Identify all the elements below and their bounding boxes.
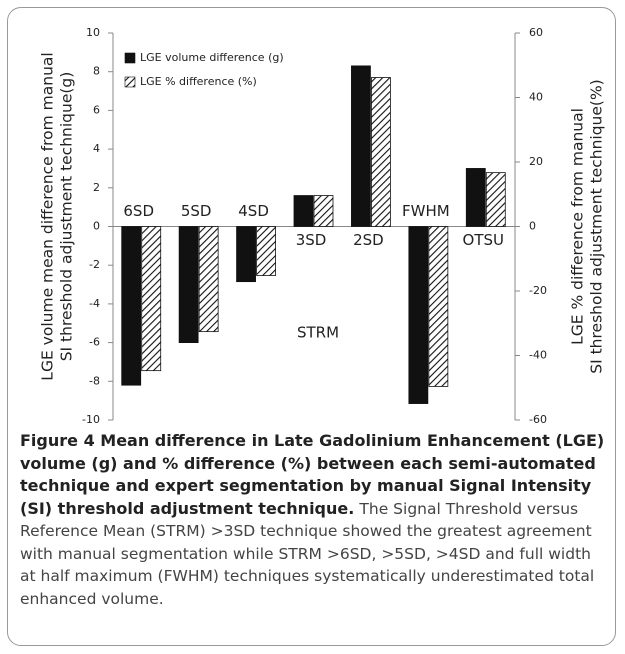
bar [141, 226, 162, 372]
caption: Figure 4 Mean difference in Late Gadolin… [20, 430, 610, 610]
figure-frame [7, 7, 616, 646]
y2-tick-label: 40 [529, 91, 543, 104]
annotation: STRM [297, 324, 339, 342]
y-tick-label: 0 [93, 220, 100, 233]
caption-text: The Signal Threshold versus Reference Me… [20, 499, 595, 608]
y-axis-label: SI threshold adjustment technique(g) [58, 72, 76, 362]
y-tick-label: -6 [89, 336, 100, 349]
y2-tick-label: -20 [529, 284, 547, 297]
bar [293, 195, 314, 227]
y2-tick-label: -60 [529, 413, 547, 426]
y-tick-label: 6 [93, 103, 100, 116]
y2-axis-label: SI threshold adjustment technique(%) [588, 79, 606, 373]
bar [485, 172, 506, 227]
bar [351, 65, 371, 227]
legend-label: LGE volume difference (g) [140, 51, 284, 64]
bar [198, 226, 219, 333]
y-tick-label: 2 [93, 181, 100, 194]
bar [371, 77, 391, 227]
category-label: 6SD [123, 202, 154, 220]
bar [121, 226, 142, 386]
y-tick-label: -4 [89, 297, 100, 310]
category-label: OTSU [463, 231, 504, 249]
bar [465, 168, 486, 227]
y2-axis-label: LGE % difference from manual [569, 108, 587, 345]
y2-tick-label: 0 [529, 220, 536, 233]
y-tick-label: -8 [89, 374, 100, 387]
category-label: FWHM [402, 202, 450, 220]
y2-tick-label: -40 [529, 349, 547, 362]
y-tick-label: 4 [93, 142, 100, 155]
bar [428, 226, 449, 387]
category-label: 4SD [238, 202, 269, 220]
y2-tick-label: 60 [529, 26, 543, 39]
y-tick-label: -2 [89, 258, 100, 271]
chart: STRM -10-8-6-4-20246810-60-40-200204060L… [39, 26, 606, 426]
y2-tick-label: 20 [529, 155, 543, 168]
category-label: 5SD [181, 202, 212, 220]
caption-title: Figure 4 Mean difference in Late Gadolin… [20, 431, 605, 518]
y-tick-label: 10 [86, 26, 100, 39]
bar [313, 195, 334, 227]
legend-swatch [124, 52, 136, 64]
bar [236, 226, 256, 283]
bar [408, 226, 429, 404]
y-tick-label: 8 [93, 65, 100, 78]
y-tick-label: -10 [82, 413, 100, 426]
category-label: 2SD [353, 231, 384, 249]
bar [256, 226, 276, 276]
category-label: 3SD [296, 231, 327, 249]
legend-swatch [124, 76, 136, 88]
bar [178, 226, 199, 343]
y-axis-label: LGE volume mean difference from manual [39, 52, 57, 380]
legend-label: LGE % difference (%) [140, 75, 257, 88]
